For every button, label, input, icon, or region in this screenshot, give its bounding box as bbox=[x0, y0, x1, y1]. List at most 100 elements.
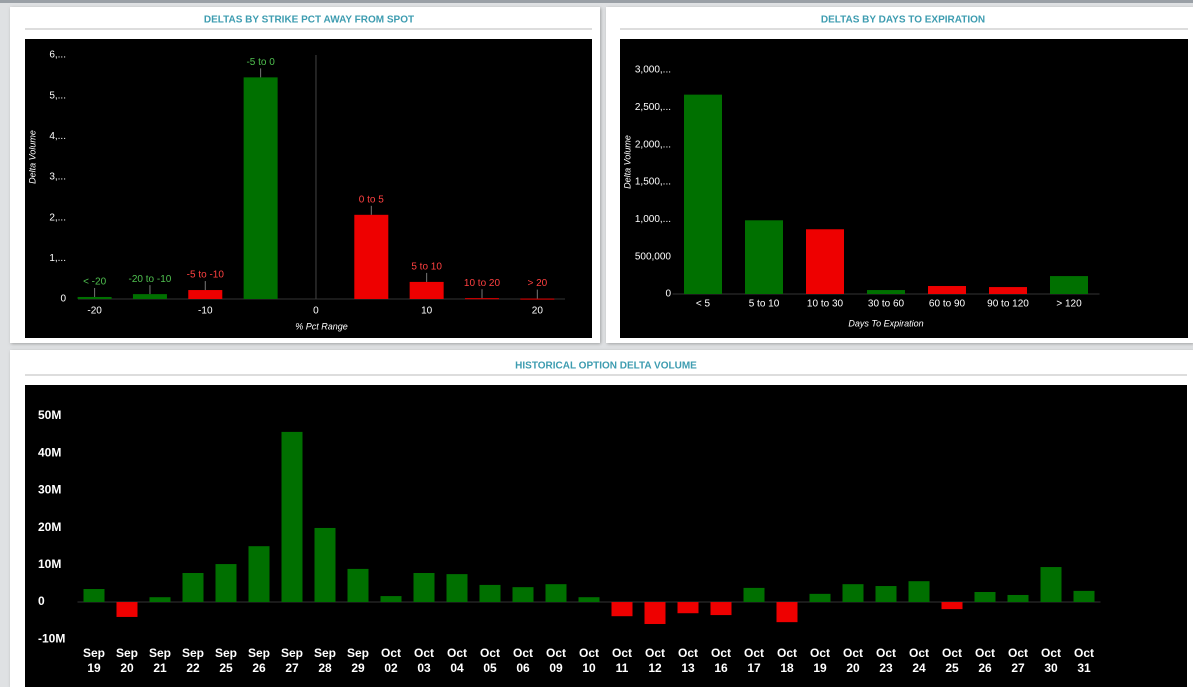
bar bbox=[182, 573, 204, 603]
y-tick-label: 500,000 bbox=[635, 251, 672, 262]
x-tick-label: -20 bbox=[87, 306, 102, 317]
bar bbox=[116, 602, 138, 617]
y-tick-label: 3,000,... bbox=[635, 65, 671, 76]
bar bbox=[684, 94, 722, 294]
data-label: < -20 bbox=[83, 277, 107, 288]
bar bbox=[875, 586, 897, 603]
x-tick-label: Oct 16 bbox=[711, 646, 731, 675]
x-tick-label: Oct 13 bbox=[678, 646, 698, 675]
y-tick-label: 20M bbox=[38, 520, 61, 534]
top-bar bbox=[0, 0, 1193, 3]
x-tick-label: 10 to 30 bbox=[807, 299, 844, 310]
bar bbox=[806, 229, 844, 294]
bar bbox=[380, 596, 402, 603]
x-tick-label: Sep 20 bbox=[116, 646, 138, 675]
bar bbox=[908, 581, 930, 603]
x-tick-label: 30 to 60 bbox=[868, 299, 905, 310]
x-tick-label: Oct 04 bbox=[447, 646, 467, 675]
y-tick-label: 10M bbox=[38, 557, 61, 571]
bar bbox=[1050, 276, 1088, 294]
bar bbox=[1007, 594, 1029, 603]
x-tick-label: Oct 26 bbox=[975, 646, 995, 675]
plot-area bbox=[25, 385, 1187, 687]
bar bbox=[867, 290, 905, 294]
x-tick-label: Oct 17 bbox=[744, 646, 764, 675]
panel-title: DELTAS BY STRIKE PCT AWAY FROM SPOT bbox=[204, 15, 414, 26]
bar bbox=[842, 584, 864, 603]
bar bbox=[677, 602, 699, 614]
bar bbox=[743, 587, 765, 603]
bar bbox=[989, 287, 1027, 294]
bar bbox=[281, 431, 303, 603]
y-tick-label: 2,500,... bbox=[635, 102, 671, 113]
x-tick-label: Sep 29 bbox=[347, 646, 369, 675]
x-tick-label: Oct 31 bbox=[1074, 646, 1094, 675]
bar bbox=[578, 597, 600, 603]
bar bbox=[132, 294, 167, 299]
x-tick-label: Sep 19 bbox=[83, 646, 105, 675]
y-tick-label: 5,... bbox=[49, 90, 66, 101]
bar bbox=[409, 281, 444, 299]
x-tick-label: < 5 bbox=[696, 299, 711, 310]
bar bbox=[745, 220, 783, 294]
y-tick-label: 0 bbox=[38, 594, 45, 608]
x-tick-label: Oct 09 bbox=[546, 646, 566, 675]
x-tick-label: Oct 06 bbox=[513, 646, 533, 675]
x-tick-label: Oct 27 bbox=[1008, 646, 1028, 675]
bar bbox=[520, 298, 555, 300]
data-label: -20 to -10 bbox=[129, 274, 172, 285]
bar bbox=[149, 597, 171, 603]
bar bbox=[545, 584, 567, 603]
x-tick-label: Oct 25 bbox=[942, 646, 962, 675]
x-tick-label: Oct 18 bbox=[777, 646, 797, 675]
y-tick-label: -10M bbox=[38, 631, 65, 645]
bar bbox=[644, 602, 666, 625]
x-axis-label: Days To Expiration bbox=[848, 318, 923, 328]
x-tick-label: 5 to 10 bbox=[749, 299, 780, 310]
y-axis-label: Delta Volume bbox=[27, 130, 37, 184]
panel-title: HISTORICAL OPTION DELTA VOLUME bbox=[515, 361, 697, 372]
bar bbox=[941, 602, 963, 610]
x-axis-label: % Pct Range bbox=[295, 321, 348, 331]
data-label: -5 to 0 bbox=[246, 57, 275, 68]
x-tick-label: Oct 11 bbox=[612, 646, 632, 675]
bar bbox=[188, 290, 223, 299]
y-tick-label: 30M bbox=[38, 483, 61, 497]
x-tick-label: Oct 23 bbox=[876, 646, 896, 675]
x-tick-label: > 120 bbox=[1056, 299, 1082, 310]
data-label: > 20 bbox=[527, 278, 547, 289]
x-tick-label: Oct 03 bbox=[414, 646, 434, 675]
plot-area bbox=[25, 39, 592, 338]
bar bbox=[215, 564, 237, 603]
bar bbox=[776, 602, 798, 623]
bar bbox=[974, 591, 996, 603]
x-tick-label: 20 bbox=[532, 306, 544, 317]
data-label: -5 to -10 bbox=[187, 270, 225, 281]
bar bbox=[1040, 567, 1062, 603]
x-tick-label: Oct 19 bbox=[810, 646, 830, 675]
x-tick-label: 90 to 120 bbox=[987, 299, 1029, 310]
x-tick-label: 0 bbox=[313, 306, 319, 317]
bar bbox=[479, 584, 501, 603]
bar bbox=[512, 587, 534, 603]
y-tick-label: 2,000,... bbox=[635, 139, 671, 150]
bar bbox=[248, 546, 270, 603]
bar bbox=[314, 527, 336, 603]
bar bbox=[77, 296, 112, 299]
x-tick-label: -10 bbox=[198, 306, 213, 317]
bar bbox=[464, 298, 499, 300]
x-tick-label: Sep 27 bbox=[281, 646, 303, 675]
y-tick-label: 1,500,... bbox=[635, 177, 671, 188]
x-tick-label: 10 bbox=[421, 306, 433, 317]
bar bbox=[1073, 590, 1095, 603]
x-tick-label: Oct 24 bbox=[909, 646, 929, 675]
y-tick-label: 3,... bbox=[49, 172, 66, 183]
x-tick-label: Sep 26 bbox=[248, 646, 270, 675]
data-label: 5 to 10 bbox=[411, 262, 442, 273]
data-label: 10 to 20 bbox=[464, 278, 501, 289]
x-tick-label: Sep 22 bbox=[182, 646, 204, 675]
bar bbox=[710, 602, 732, 616]
bar bbox=[809, 593, 831, 603]
